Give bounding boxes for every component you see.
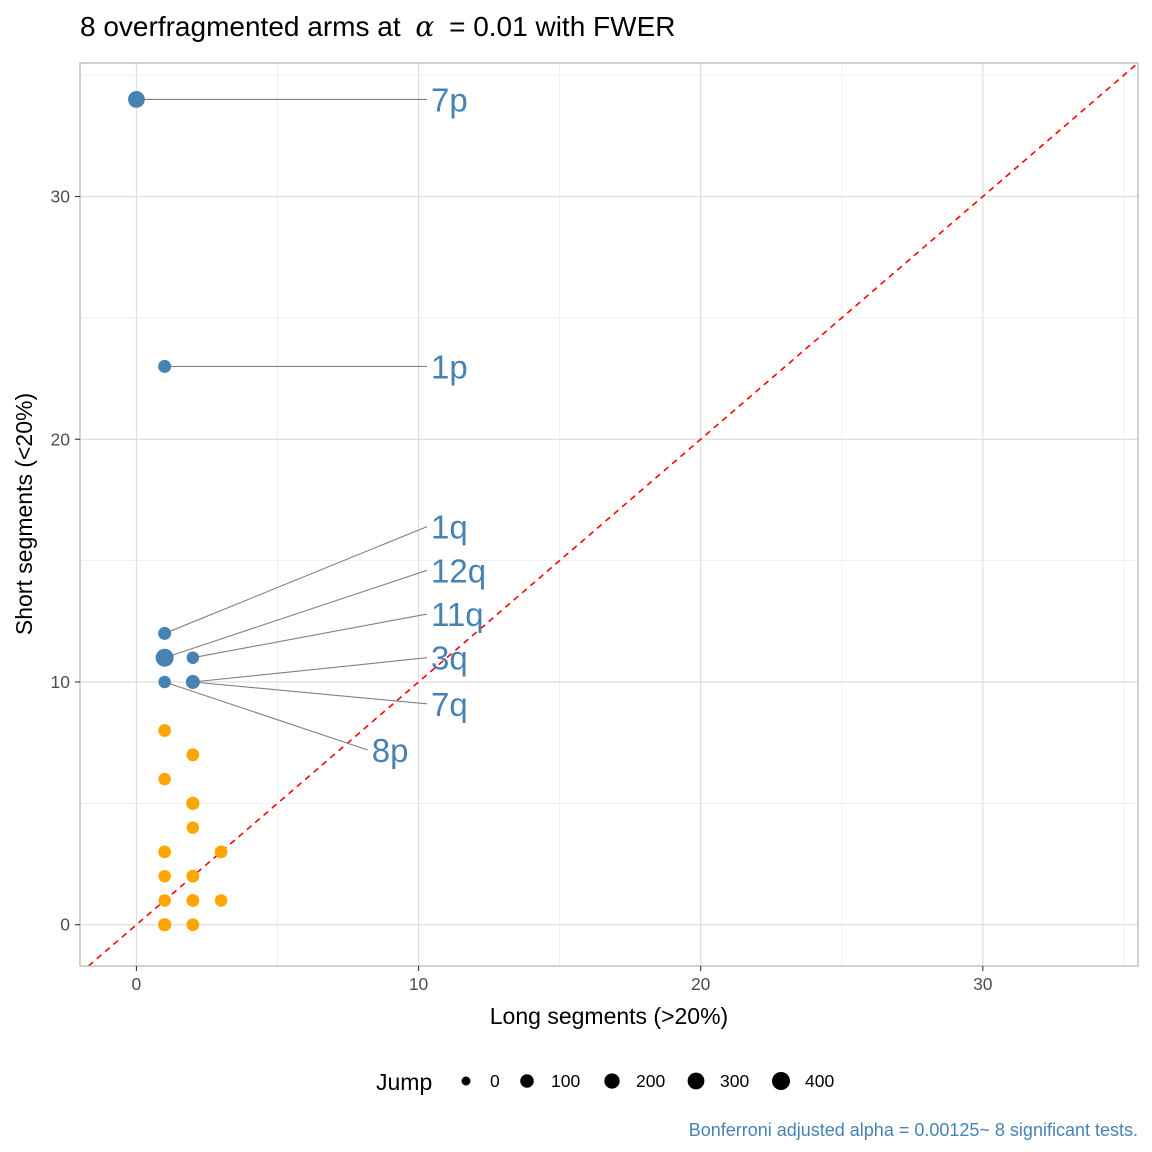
- label-connector-11q: [192, 613, 428, 659]
- x-axis-ticks: 0 10 20 30: [132, 966, 993, 994]
- point-label-1p: 1p: [431, 348, 468, 385]
- y-tick-label: 30: [51, 187, 71, 207]
- significant-point-12q: [155, 648, 174, 667]
- minor-gridlines: [80, 63, 1138, 966]
- label-connector-1q: [164, 526, 428, 634]
- legend-key-200: [604, 1073, 620, 1089]
- x-tick-label: 20: [691, 974, 711, 994]
- point-label-3q: 3q: [431, 640, 468, 677]
- legend-label-400: 400: [805, 1071, 834, 1091]
- label-connector-8p: [164, 681, 368, 751]
- caption: Bonferroni adjusted alpha = 0.00125~ 8 s…: [689, 1120, 1138, 1140]
- legend-key-300: [687, 1072, 705, 1090]
- non-significant-point: [186, 796, 200, 810]
- label-connector-12q: [164, 569, 428, 659]
- chart-title: 8 overfragmented arms at α = 0.01 with F…: [80, 10, 675, 43]
- non-significant-point: [214, 845, 228, 859]
- data-points: [128, 91, 228, 932]
- x-tick-label: 30: [973, 974, 993, 994]
- legend-label-0: 0: [490, 1071, 500, 1091]
- y-axis-title: Short segments (<20%): [11, 393, 37, 635]
- significant-point-7p: [128, 91, 145, 108]
- y-tick-label: 0: [60, 915, 70, 935]
- non-significant-point: [186, 869, 200, 883]
- non-significant-point: [158, 845, 172, 859]
- legend-label-200: 200: [636, 1071, 665, 1091]
- label-connector-lines: [136, 98, 428, 751]
- non-significant-point: [186, 918, 200, 932]
- label-connector-7q: [192, 681, 428, 705]
- point-labels: 7p 1p 1q 12q 11q 3q 7q 8p: [372, 81, 486, 769]
- x-tick-label: 0: [132, 974, 142, 994]
- legend-key-0: [461, 1076, 471, 1086]
- legend-key-400: [772, 1072, 790, 1090]
- legend-label-100: 100: [551, 1071, 580, 1091]
- y-tick-label: 20: [51, 429, 71, 449]
- point-label-8p: 8p: [372, 732, 409, 769]
- significant-point-7q: [185, 675, 200, 689]
- non-significant-point: [158, 869, 171, 883]
- panel-border: [79, 62, 1139, 967]
- legend-key-100: [520, 1074, 534, 1088]
- x-axis-title: Long segments (>20%): [490, 1003, 728, 1029]
- significant-point-8p: [158, 675, 171, 689]
- point-label-7p: 7p: [431, 81, 468, 118]
- point-label-11q: 11q: [431, 596, 484, 633]
- y-axis-ticks: 0 10 20 30: [51, 187, 80, 935]
- point-label-1q: 1q: [431, 509, 468, 546]
- major-gridlines: [80, 63, 1138, 966]
- chart-title-prefix: 8 overfragmented arms at: [80, 11, 401, 42]
- non-significant-point: [186, 748, 200, 762]
- significant-point-1q: [158, 626, 172, 640]
- non-significant-point: [158, 894, 171, 907]
- significant-point-1p: [158, 359, 172, 373]
- chart-title-suffix: = 0.01 with FWER: [449, 11, 675, 42]
- legend-label-300: 300: [720, 1071, 749, 1091]
- non-significant-point: [186, 894, 200, 907]
- non-significant-point: [158, 772, 171, 786]
- point-label-12q: 12q: [431, 552, 486, 589]
- alpha-symbol: α: [415, 10, 434, 43]
- point-label-7q: 7q: [431, 686, 468, 723]
- non-significant-point: [214, 894, 228, 907]
- non-significant-point: [186, 821, 200, 834]
- non-significant-point: [158, 918, 172, 932]
- significant-point-11q: [186, 651, 200, 664]
- jump-size-legend: Jump 0 100 200 300 400: [376, 1069, 834, 1095]
- non-significant-point: [158, 724, 172, 737]
- y-tick-label: 10: [51, 672, 71, 692]
- legend-title: Jump: [376, 1069, 432, 1095]
- x-tick-label: 10: [409, 974, 429, 994]
- label-connector-3q: [192, 657, 428, 683]
